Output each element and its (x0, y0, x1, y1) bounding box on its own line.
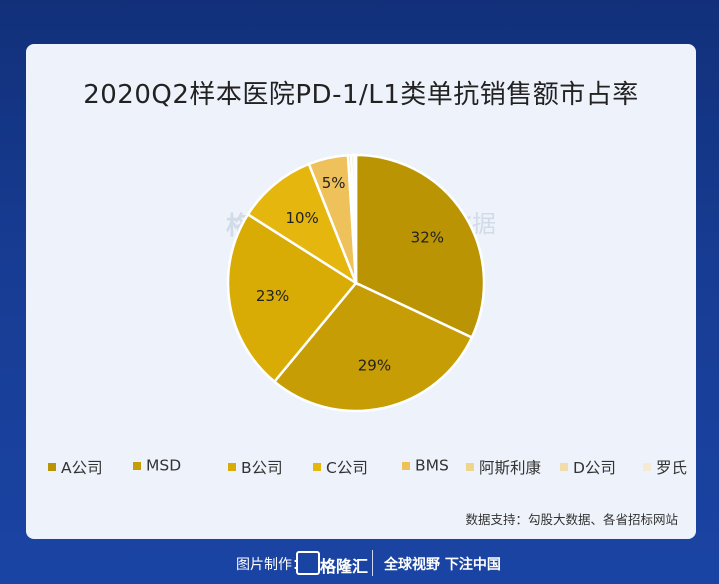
legend-item: 罗氏 (643, 456, 687, 478)
legend-item: A公司 (48, 456, 103, 478)
legend-swatch (643, 463, 651, 471)
legend-label: MSD (146, 456, 182, 475)
legend-swatch (48, 463, 56, 471)
footer-brand: 格隆汇 (320, 557, 369, 576)
pie-chart: 32% 29% 23% 10%5% (226, 153, 486, 413)
footer-bar: 图片制作： 格隆汇 全球视野 下注中国 (0, 540, 719, 584)
legend-item: B公司 (228, 456, 283, 478)
pie-label-3: 10% (285, 209, 318, 227)
footer-slogan: 全球视野 下注中国 (384, 557, 501, 573)
pie-slice-3 (246, 162, 359, 287)
legend-swatch (313, 463, 321, 471)
brand-logo-icon (296, 551, 320, 575)
legend-label: BMS (415, 456, 449, 475)
legend-item: BMS (402, 456, 449, 475)
legend-swatch (402, 461, 410, 470)
legend-swatch (466, 463, 474, 471)
legend-label: 阿斯利康 (479, 459, 542, 477)
pie-label-0: 32% (411, 229, 444, 247)
pie-label-4: 5% (322, 174, 346, 192)
legend-label: A公司 (61, 459, 103, 477)
chart-card: 2020Q2样本医院PD-1/L1类单抗销售额市占率 格隆汇 勾股大数据 32%… (26, 44, 696, 539)
legend-label: D公司 (573, 459, 616, 477)
pie-label-2: 23% (256, 287, 289, 305)
footer-credit: 图片制作： (236, 557, 306, 573)
legend-item: D公司 (560, 456, 616, 478)
pie-slice-7 (353, 153, 358, 284)
legend-label: 罗氏 (656, 459, 688, 477)
data-source: 数据支持：勾股大数据、各省招标网站 (465, 512, 678, 527)
pie-slice-1 (272, 281, 474, 413)
legend-swatch (228, 463, 236, 471)
legend-label: C公司 (326, 459, 368, 477)
chart-title: 2020Q2样本医院PD-1/L1类单抗销售额市占率 (83, 80, 639, 110)
legend-item: C公司 (313, 456, 368, 478)
chart-legend: A公司 MSD B公司 C公司 BMS 阿斯利康 D公司 罗氏 (48, 456, 688, 486)
pie-slice-2 (226, 212, 358, 384)
pie-label-1: 29% (358, 356, 391, 374)
legend-item: 阿斯利康 (466, 456, 541, 478)
pie-slice-0 (354, 153, 486, 340)
legend-swatch (133, 461, 141, 470)
footer-divider (372, 550, 373, 576)
legend-item: MSD (133, 456, 181, 475)
legend-label: B公司 (241, 459, 283, 477)
legend-swatch (560, 463, 568, 471)
